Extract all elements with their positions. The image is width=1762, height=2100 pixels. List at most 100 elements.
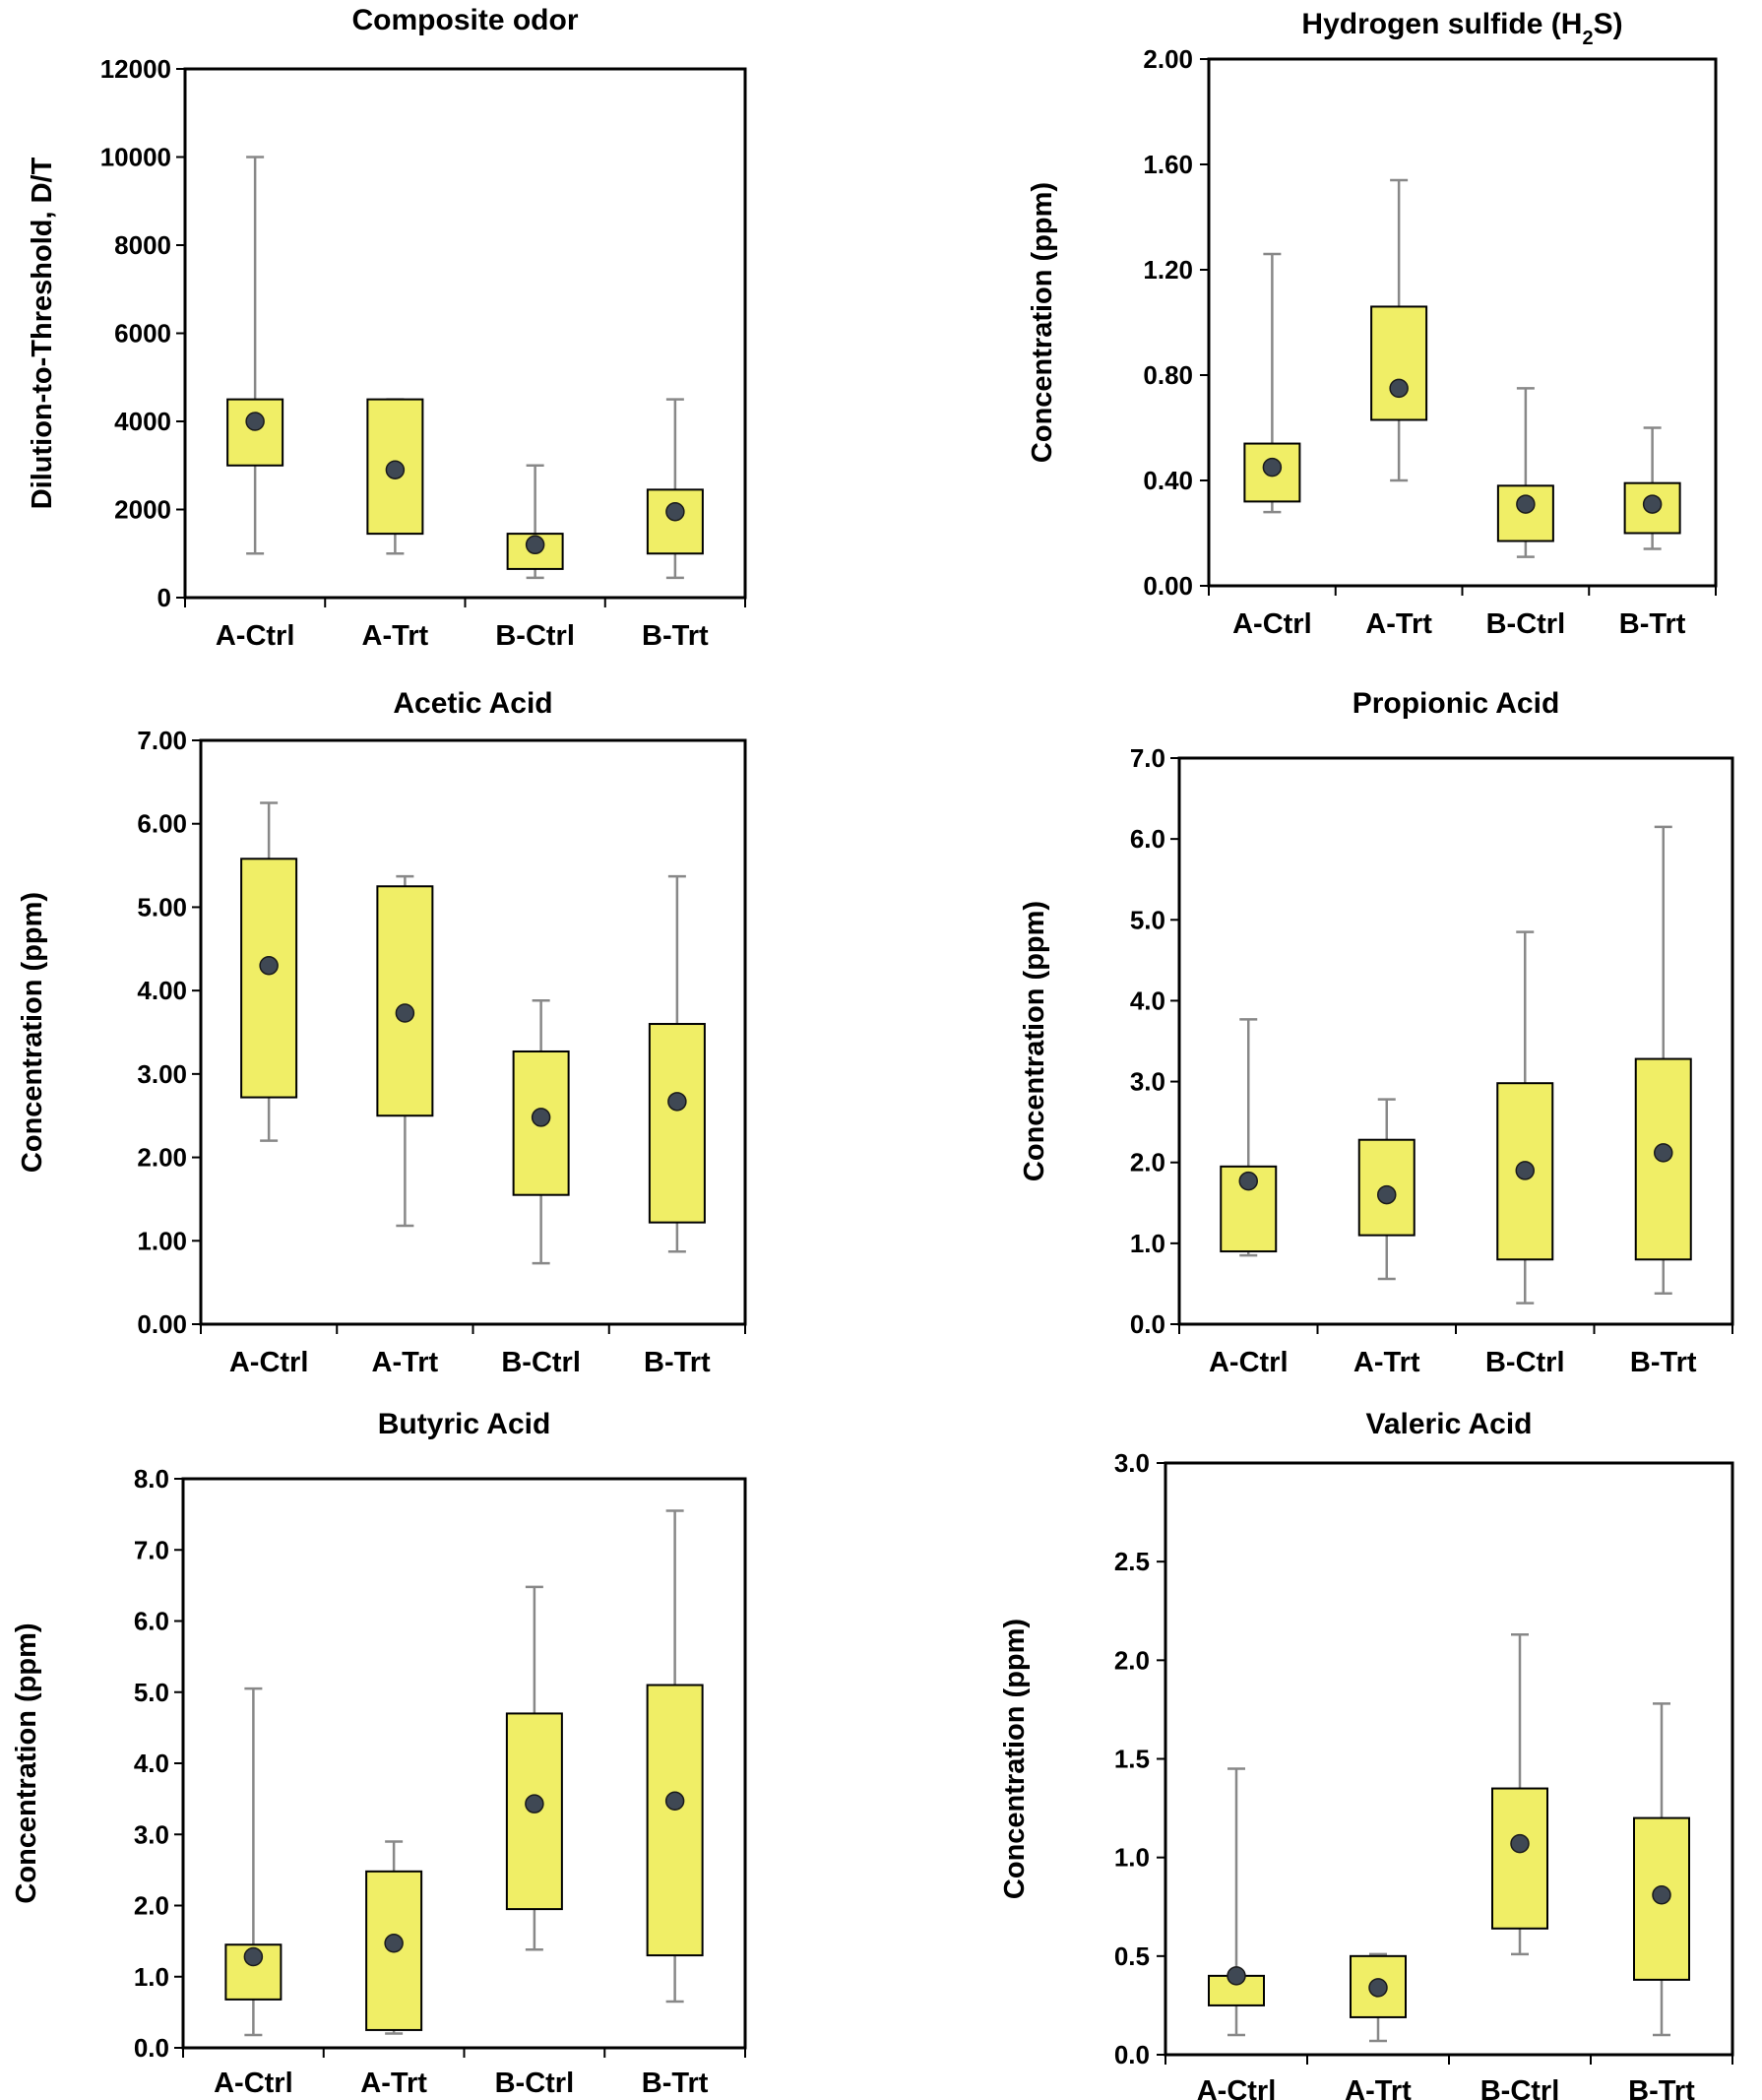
mean-marker (385, 460, 406, 479)
mean-marker (531, 1108, 551, 1127)
x-tick-label: B-Trt (642, 2068, 709, 2099)
mean-marker (664, 1791, 685, 1812)
y-tick-label: 1.0 (1130, 1229, 1165, 1258)
x-tick-label: B-Trt (1619, 608, 1686, 640)
mean-marker (1262, 457, 1283, 477)
mean-marker (1238, 1171, 1258, 1191)
y-tick-label: 1.60 (1143, 150, 1193, 179)
chart-panel-4: Propionic Acid Concentration (ppm) 0.0 1.0 2… (1019, 687, 1734, 1378)
chart-title-text: Hydrogen sulfide (H (1301, 8, 1582, 40)
chart-panel-1: Composite odor Dilution-to-Threshold, D/T… (27, 4, 747, 652)
y-tick-label: 12000 (100, 54, 171, 84)
iqr-box (226, 398, 284, 467)
y-axis-label: Concentration (ppm) (999, 1619, 1031, 1899)
chart-panel-5: Butyric Acid Concentration (ppm) 0.0 1.0 2.0… (11, 1408, 747, 2099)
iqr-box (646, 488, 704, 555)
chart-title-subscript: 2 (1582, 28, 1593, 49)
x-tick-label: B-Ctrl (1485, 1347, 1565, 1378)
x-tick-label: A-Trt (1353, 1347, 1420, 1378)
y-tick-label: 2.00 (1143, 44, 1193, 74)
mean-marker (259, 955, 279, 976)
y-tick-label: 0.0 (1130, 1309, 1165, 1339)
y-tick-label: 7.0 (134, 1535, 169, 1564)
iqr-box (376, 885, 434, 1117)
x-tick-label: B-Ctrl (1480, 2075, 1560, 2100)
x-tick-label: B-Ctrl (501, 1347, 581, 1378)
mean-marker (525, 535, 545, 555)
iqr-box (1370, 305, 1428, 421)
x-tick-label: B-Ctrl (495, 2068, 575, 2099)
y-tick-label: 1.5 (1114, 1745, 1150, 1774)
y-tick-label: 0.0 (134, 2033, 169, 2063)
chart-title-text: Acetic Acid (393, 687, 552, 720)
iqr-box (240, 858, 298, 1099)
iqr-box (224, 1943, 283, 2001)
x-tick-label: A-Trt (372, 1347, 439, 1378)
x-tick-label: B-Ctrl (1486, 608, 1566, 640)
y-tick-label: 3.0 (1130, 1067, 1165, 1097)
mean-marker (1368, 1978, 1388, 1998)
y-tick-label: 1.0 (1114, 1843, 1150, 1873)
iqr-box (365, 1870, 423, 2031)
y-tick-label: 5.00 (137, 892, 187, 922)
y-tick-label: 0.00 (137, 1309, 187, 1339)
chart-title-text: Butyric Acid (378, 1408, 551, 1440)
mean-marker (395, 1003, 415, 1023)
chart-title: Valeric Acid (1366, 1408, 1533, 1440)
y-tick-label: 4.0 (134, 1749, 169, 1778)
y-tick-label: 7.0 (1130, 743, 1165, 773)
mean-marker (1652, 1884, 1671, 1905)
y-tick-label: 10000 (100, 143, 171, 172)
iqr-box (1491, 1787, 1548, 1930)
y-axis-label: Dilution-to-Threshold, D/T (27, 157, 58, 509)
y-tick-label: 3.0 (1114, 1448, 1150, 1478)
y-axis-label: Concentration (ppm) (11, 1623, 42, 1903)
chart-title: Composite odor (352, 4, 579, 36)
iqr-box (646, 1684, 704, 1957)
y-tick-label: 1.0 (134, 1962, 169, 1992)
iqr-box (505, 1712, 563, 1911)
mean-marker (1515, 1161, 1535, 1180)
y-tick-label: 0.0 (1114, 2040, 1150, 2069)
mean-marker (667, 1092, 687, 1112)
y-tick-label: 3.0 (134, 1819, 169, 1849)
mean-marker (1227, 1966, 1246, 1986)
y-tick-label: 0.80 (1143, 360, 1193, 390)
x-tick-label: A-Ctrl (229, 1347, 309, 1378)
y-tick-label: 5.0 (1130, 905, 1165, 934)
y-tick-label: 2000 (114, 495, 171, 525)
y-tick-label: 6.00 (137, 809, 187, 839)
mean-marker (1654, 1143, 1673, 1163)
y-axis-label: Concentration (ppm) (1019, 901, 1050, 1181)
x-tick-label: A-Trt (360, 2068, 427, 2099)
y-tick-label: 8.0 (134, 1464, 169, 1494)
y-tick-label: 1.20 (1143, 255, 1193, 285)
x-tick-label: B-Trt (1628, 2075, 1695, 2100)
y-axis-label: Concentration (ppm) (1027, 182, 1058, 463)
mean-marker (245, 412, 265, 431)
y-tick-label: 0 (157, 583, 171, 612)
x-tick-label: A-Trt (1365, 608, 1432, 640)
y-tick-label: 6000 (114, 319, 171, 349)
chart-title: Acetic Acid (393, 687, 552, 720)
y-tick-label: 2.0 (1114, 1645, 1150, 1675)
y-tick-label: 0.40 (1143, 466, 1193, 495)
y-tick-label: 2.5 (1114, 1547, 1150, 1576)
x-tick-label: A-Ctrl (214, 2068, 293, 2099)
x-tick-label: B-Trt (1630, 1347, 1697, 1378)
x-tick-label: A-Ctrl (1209, 1347, 1289, 1378)
chart-panel-6: Valeric Acid Concentration (ppm) 0.0 0.5 1.0… (999, 1408, 1734, 2100)
x-tick-label: A-Ctrl (216, 620, 295, 652)
mean-marker (1377, 1184, 1397, 1205)
chart-title-text: Propionic Acid (1353, 687, 1560, 720)
y-axis-label: Concentration (ppm) (17, 892, 48, 1173)
y-tick-label: 5.0 (134, 1678, 169, 1707)
x-tick-label: A-Ctrl (1197, 2075, 1277, 2100)
y-tick-label: 2.00 (137, 1143, 187, 1173)
y-tick-label: 8000 (114, 230, 171, 260)
chart-panel-3: Acetic Acid Concentration (ppm) 0.00 1.00 2.… (17, 687, 747, 1378)
mean-marker (243, 1946, 264, 1967)
y-tick-label: 0.5 (1114, 1941, 1150, 1971)
mean-marker (665, 501, 685, 522)
